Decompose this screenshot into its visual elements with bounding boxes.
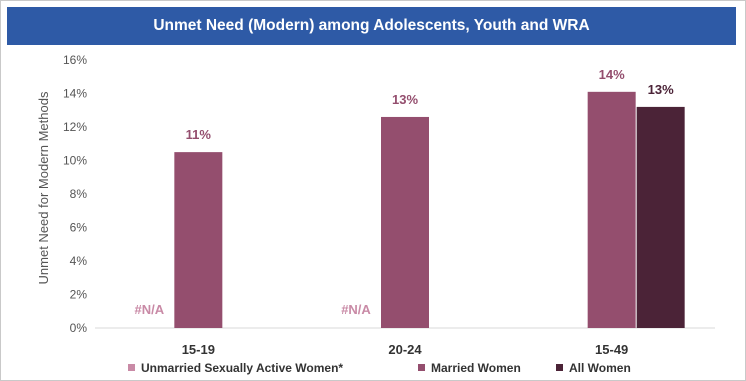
legend-label: All Women	[569, 361, 631, 375]
y-tick-label: 4%	[70, 254, 88, 268]
y-axis-label: Unmet Need for Modern Methods	[36, 91, 51, 284]
x-tick-label: 20-24	[388, 342, 422, 357]
x-tick-label: 15-19	[182, 342, 215, 357]
bar	[587, 91, 636, 328]
y-tick-label: 12%	[63, 120, 87, 134]
y-tick-label: 8%	[70, 187, 88, 201]
data-label: 13%	[648, 82, 674, 97]
legend-swatch	[418, 364, 425, 371]
y-tick-label: 16%	[63, 53, 87, 67]
data-label: 11%	[186, 127, 212, 142]
bar	[381, 116, 429, 328]
data-label: 14%	[599, 67, 625, 82]
x-tick-label: 15-49	[595, 342, 628, 357]
data-label: #N/A	[341, 302, 371, 317]
legend-swatch	[128, 364, 135, 371]
legend-item: Unmarried Sexually Active Women*	[128, 361, 343, 375]
y-tick-label: 14%	[63, 87, 87, 101]
data-label: #N/A	[135, 302, 165, 317]
y-tick-label: 2%	[70, 288, 88, 302]
chart-title: Unmet Need (Modern) among Adolescents, Y…	[7, 7, 736, 45]
legend-label: Married Women	[431, 361, 521, 375]
bar	[636, 106, 685, 329]
legend-item: All Women	[556, 361, 631, 375]
y-tick-label: 6%	[70, 221, 88, 235]
y-tick-label: 0%	[70, 321, 88, 335]
legend-label: Unmarried Sexually Active Women*	[141, 361, 343, 375]
legend-swatch	[556, 364, 563, 371]
data-label: 13%	[392, 92, 418, 107]
y-tick-label: 10%	[63, 154, 87, 168]
bar	[174, 152, 223, 328]
legend-item: Married Women	[418, 361, 521, 375]
